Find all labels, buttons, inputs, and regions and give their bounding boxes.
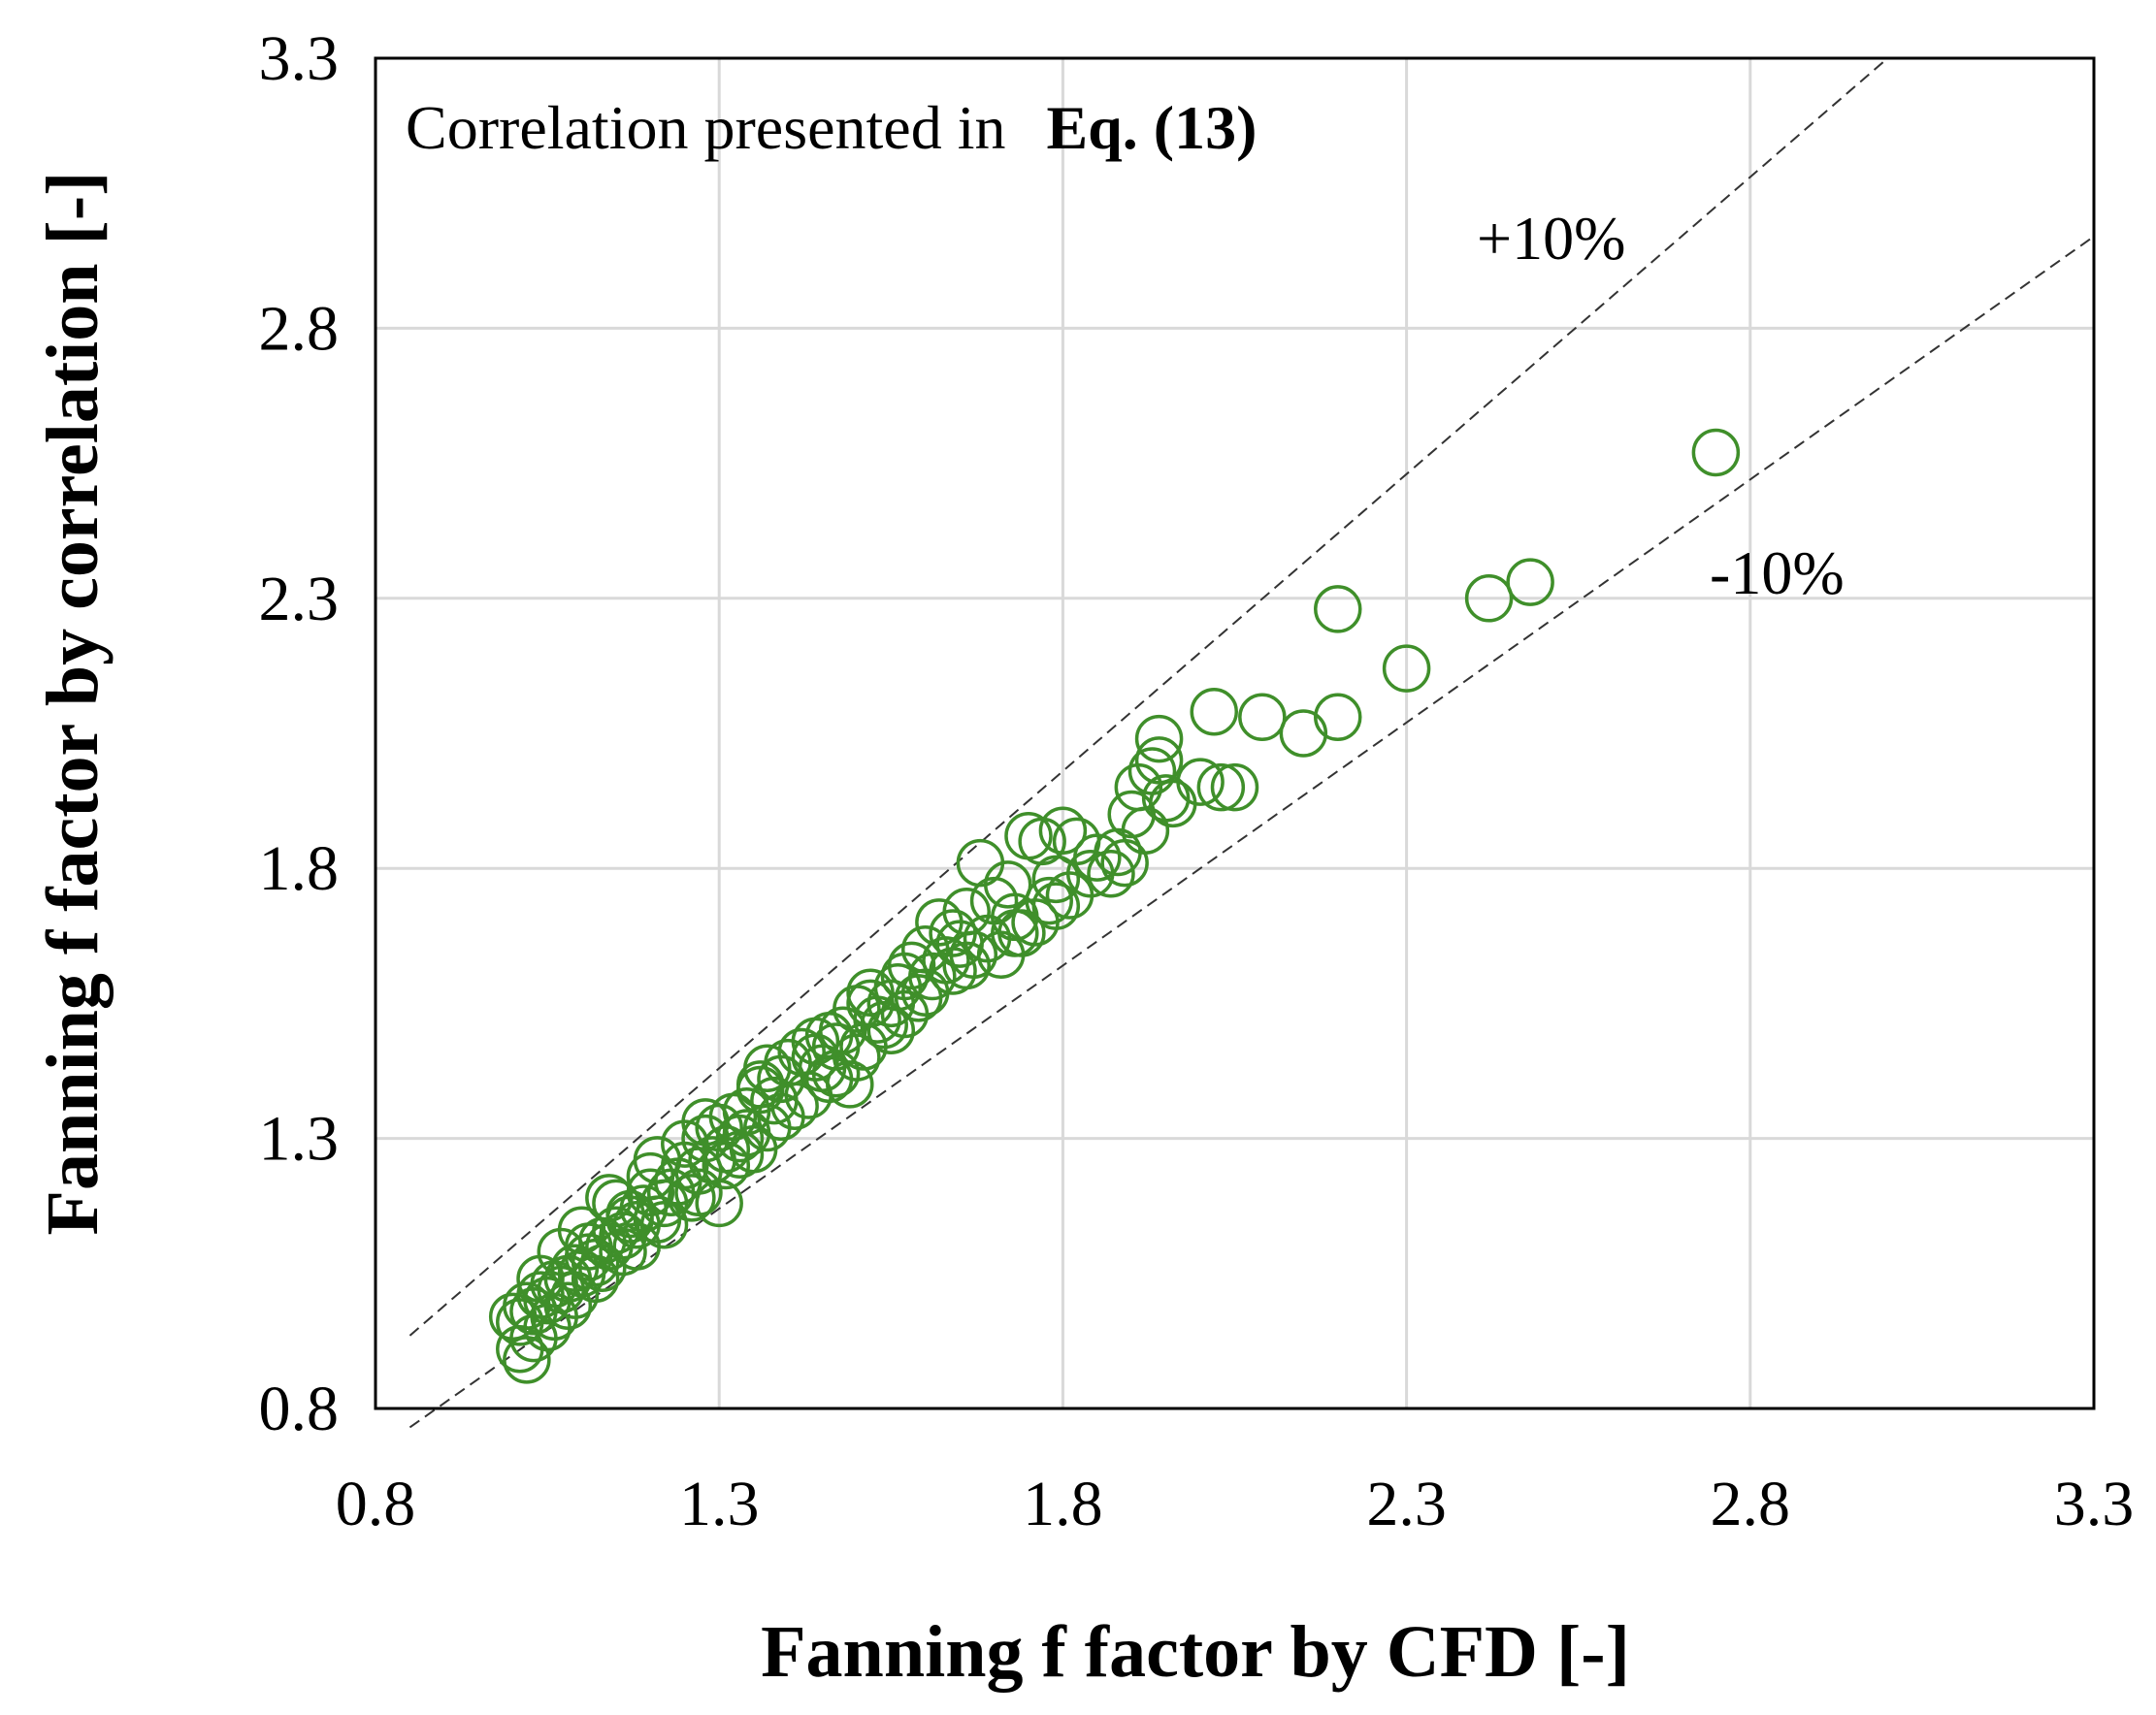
data-point — [653, 1157, 702, 1206]
data-point — [1314, 585, 1362, 633]
annotation-prefix: Correlation presented in — [406, 93, 1005, 162]
data-point — [757, 1092, 805, 1142]
y-axis-title: Fanning f factor by correlation [-] — [32, 172, 114, 1236]
y-tick-labels: 0.8 1.3 1.8 2.3 2.8 3.3 — [259, 23, 340, 1444]
data-point — [1045, 871, 1094, 920]
data-point — [866, 1006, 916, 1054]
data-point — [550, 1271, 600, 1319]
data-point — [1052, 817, 1101, 866]
data-point — [1238, 693, 1287, 742]
data-point — [1279, 709, 1328, 758]
data-point — [639, 1200, 689, 1249]
x-tick-label: 2.8 — [1711, 1469, 1791, 1539]
data-point — [1190, 687, 1238, 736]
data-point — [1004, 812, 1053, 860]
y-tick-label: 1.8 — [259, 833, 340, 904]
y-tick-label: 1.3 — [259, 1104, 340, 1175]
x-tick-label: 1.3 — [679, 1469, 760, 1539]
data-point — [1196, 762, 1246, 812]
data-point — [599, 1227, 647, 1277]
data-point — [929, 909, 977, 957]
x-tick-label: 1.8 — [1023, 1469, 1103, 1539]
data-point — [1464, 574, 1514, 623]
y-tick-label: 0.8 — [259, 1374, 340, 1444]
data-point — [900, 968, 950, 1018]
data-point — [1087, 850, 1135, 898]
annotation-equation: Eq. (13) — [1046, 93, 1257, 162]
x-tick-label: 0.8 — [336, 1469, 416, 1539]
data-point — [942, 941, 991, 990]
data-point — [668, 1174, 716, 1222]
data-point — [1382, 644, 1431, 693]
y-tick-label: 2.8 — [259, 293, 340, 364]
band-label-plus-10: +10% — [1477, 204, 1625, 273]
data-point — [1031, 882, 1081, 930]
x-tick-label: 2.3 — [1366, 1469, 1447, 1539]
data-point — [1210, 762, 1259, 812]
annotation: Correlation presented in Eq. (13) — [406, 93, 1257, 162]
x-tick-labels: 0.8 1.3 1.8 2.3 2.8 3.3 — [336, 1469, 2135, 1539]
data-point — [1176, 758, 1225, 806]
y-tick-label: 2.3 — [259, 564, 340, 634]
band-label-minus-10: -10% — [1710, 538, 1845, 607]
data-point — [833, 1033, 881, 1082]
data-point — [722, 1109, 771, 1157]
error-band-lines — [408, 57, 2095, 1429]
data-points — [488, 428, 1741, 1384]
band-line-plus-10 — [408, 57, 1889, 1337]
data-point — [991, 909, 1039, 957]
data-point — [1506, 558, 1554, 606]
data-point — [564, 1222, 613, 1271]
data-point — [1314, 693, 1362, 742]
band-line-minus-10 — [408, 235, 2095, 1429]
x-axis-title: Fanning f factor by CFD [-] — [761, 1611, 1630, 1693]
data-point — [496, 1325, 544, 1374]
data-point — [846, 968, 895, 1018]
data-point — [592, 1179, 640, 1228]
y-tick-label: 3.3 — [259, 23, 340, 94]
data-point — [1031, 855, 1081, 904]
data-point — [1691, 428, 1741, 477]
data-point — [1134, 714, 1184, 763]
x-tick-label: 3.3 — [2054, 1469, 2135, 1539]
data-point — [605, 1195, 654, 1244]
data-point — [715, 1130, 765, 1180]
data-point — [503, 1336, 551, 1384]
data-point — [1100, 838, 1149, 888]
data-point — [516, 1254, 565, 1304]
data-point — [956, 838, 1005, 888]
data-point — [496, 1298, 544, 1346]
plot-frame — [374, 56, 2096, 1410]
